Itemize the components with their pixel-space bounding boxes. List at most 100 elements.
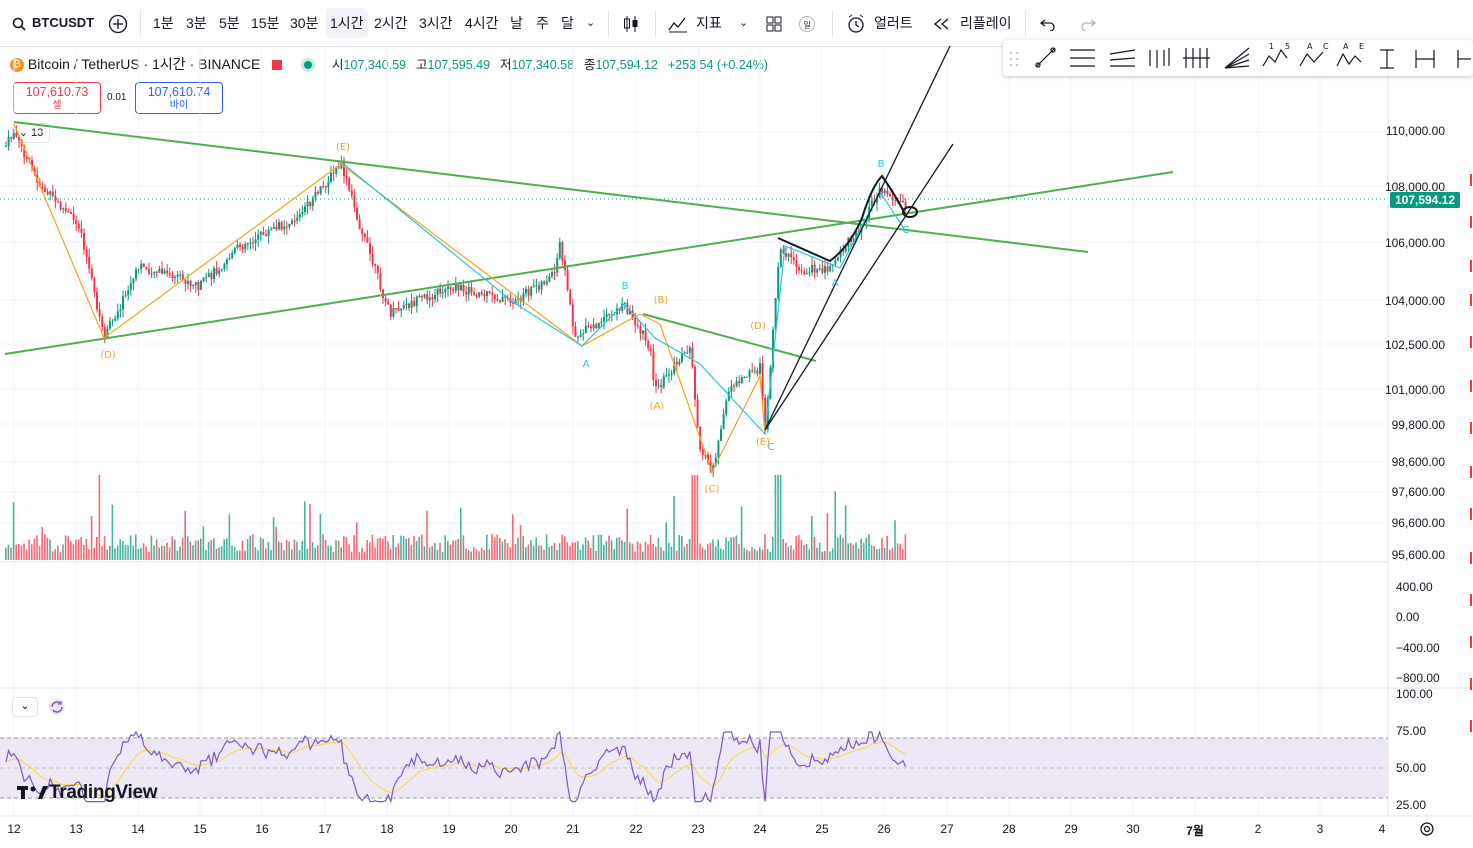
more-tools-icon[interactable] <box>1457 50 1471 68</box>
elliott-impulse-tool-icon[interactable] <box>1262 48 1288 67</box>
blue-wave-path[interactable] <box>340 161 906 436</box>
volume-bar <box>62 544 64 560</box>
trendline-tool-icon[interactable] <box>1035 47 1056 68</box>
interval-30m[interactable]: 30분 <box>290 15 319 31</box>
buy-button[interactable]: 107,610.74 바이 <box>135 82 223 114</box>
interval-day[interactable]: 날 <box>510 15 523 31</box>
candle-body <box>621 303 624 311</box>
sell-button[interactable]: 107,610.73 셀 <box>13 82 101 114</box>
volume-bar <box>798 534 800 560</box>
candle-body <box>49 191 52 195</box>
time-axis-label: 16 <box>255 822 269 836</box>
indicator-count: 13 <box>31 127 44 139</box>
volume-bar <box>467 550 470 560</box>
volume-bar <box>439 542 441 560</box>
symbol-search[interactable]: BTCUSDT <box>32 15 95 30</box>
candle-body <box>262 231 265 235</box>
trendlines[interactable] <box>4 121 1174 362</box>
candle-body <box>587 326 590 328</box>
volume-bar <box>540 545 543 560</box>
vertical-line-tool-icon[interactable] <box>1380 49 1394 69</box>
elliott-triangle-tool-icon[interactable] <box>1336 52 1362 67</box>
candle-body <box>870 200 873 207</box>
volume-bar <box>772 536 774 560</box>
search-icon[interactable] <box>12 0 26 46</box>
volume-bar <box>187 536 189 560</box>
interval-month[interactable]: 달 <box>561 15 574 31</box>
date-range-tool-icon[interactable] <box>1415 50 1435 68</box>
candle-body <box>12 132 15 139</box>
candle-body <box>792 257 795 261</box>
interval-15m[interactable]: 15분 <box>251 15 280 31</box>
flag-icon[interactable] <box>272 60 283 71</box>
candle-body <box>267 229 270 237</box>
hand-drawn-lines[interactable] <box>764 46 954 431</box>
candle-body <box>774 298 777 330</box>
redo-icon[interactable] <box>1080 0 1097 46</box>
alarm-clock-icon[interactable] <box>846 0 866 46</box>
drag-handle-icon[interactable] <box>1010 52 1018 66</box>
volume-bar <box>740 506 743 560</box>
tradingview-logo[interactable]: TradingView <box>17 782 158 806</box>
volume-bar <box>431 546 433 560</box>
parallel-channel-tool-icon[interactable] <box>1070 49 1095 67</box>
candle-body <box>574 326 577 337</box>
volume-bar <box>301 540 303 560</box>
candle-body <box>415 296 418 307</box>
volume-bar <box>902 549 904 560</box>
compare-add-icon[interactable] <box>108 0 128 46</box>
chevron-down-icon[interactable]: ⌄ <box>586 17 596 29</box>
refresh-icon[interactable] <box>47 697 67 722</box>
volume-bar <box>694 475 696 560</box>
volume-bar <box>353 535 355 560</box>
volume-bar <box>452 540 454 560</box>
chevron-down-icon[interactable]: ⌄ <box>739 17 749 29</box>
candle-body <box>891 196 894 201</box>
volume-bar <box>153 545 155 560</box>
interval-5m[interactable]: 5분 <box>219 15 240 31</box>
chart-canvas[interactable]: (E) (D) (B) (A) (D) (E) (C) B A B A C C <box>0 46 1473 846</box>
collapse-rsi-button[interactable]: ⌄ <box>12 697 38 717</box>
pitchfork-tool-icon[interactable] <box>1149 48 1170 68</box>
replay-rewind-icon[interactable] <box>933 0 951 46</box>
fib-time-tool-icon[interactable] <box>1183 48 1210 68</box>
volume-bar <box>743 548 745 560</box>
volume-bar <box>41 526 43 560</box>
candle-body <box>246 243 249 245</box>
volume-bar <box>135 534 137 560</box>
volume-bar <box>119 539 121 560</box>
templates-icon[interactable]: 일 <box>798 0 816 46</box>
wave-label-blue: A <box>832 278 839 289</box>
indicators-button[interactable]: 지표 <box>696 15 722 31</box>
interval-2h[interactable]: 2시간 <box>374 15 408 31</box>
interval-4h[interactable]: 4시간 <box>465 15 499 31</box>
gann-fan-tool-icon[interactable] <box>1224 47 1250 69</box>
orange-wave-path[interactable] <box>13 123 766 474</box>
symbol-title[interactable]: Bitcoin / TetherUS · 1시간 · BINANCE <box>27 56 261 72</box>
candles-chart-type-icon[interactable] <box>622 0 640 46</box>
settings-gear-icon[interactable] <box>1418 820 1436 843</box>
candle-body <box>764 397 767 430</box>
volume-bar <box>553 542 556 560</box>
candle-body <box>410 300 413 308</box>
regression-channel-tool-icon[interactable] <box>1109 49 1136 67</box>
candle-body <box>137 269 140 271</box>
interval-1h[interactable]: 1시간 <box>326 8 368 38</box>
volume-bar <box>415 541 418 560</box>
elliott-correction-tool-icon[interactable] <box>1299 51 1324 67</box>
undo-icon[interactable] <box>1039 0 1056 46</box>
interval-week[interactable]: 주 <box>536 15 549 31</box>
replay-button[interactable]: 리플레이 <box>960 15 1012 31</box>
volume-bar <box>894 520 896 560</box>
alert-button[interactable]: 얼러트 <box>874 15 913 31</box>
candle-body <box>449 286 452 290</box>
wave-label-orange: (E) <box>756 437 770 448</box>
indicators-icon[interactable] <box>668 0 688 46</box>
interval-3h[interactable]: 3시간 <box>419 15 453 31</box>
layouts-grid-icon[interactable] <box>766 0 782 46</box>
interval-3m[interactable]: 3분 <box>186 15 207 31</box>
volume-bar <box>634 551 636 560</box>
candle-body <box>701 449 704 456</box>
interval-1m[interactable]: 1분 <box>153 15 174 31</box>
candle-body <box>886 190 889 195</box>
